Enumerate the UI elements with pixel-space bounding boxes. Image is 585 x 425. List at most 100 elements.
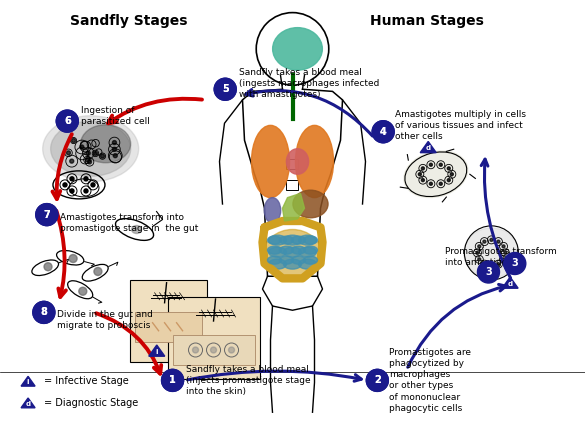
Ellipse shape bbox=[291, 256, 305, 264]
Circle shape bbox=[439, 182, 442, 185]
Circle shape bbox=[490, 238, 493, 241]
Ellipse shape bbox=[304, 246, 318, 254]
Text: Ingestion of
parasitized cell: Ingestion of parasitized cell bbox=[81, 105, 150, 126]
Circle shape bbox=[418, 173, 421, 176]
Text: 5: 5 bbox=[222, 84, 229, 94]
Circle shape bbox=[214, 78, 236, 100]
Ellipse shape bbox=[252, 125, 290, 198]
Circle shape bbox=[161, 369, 184, 391]
Circle shape bbox=[429, 163, 432, 166]
Text: d: d bbox=[26, 401, 30, 407]
Text: d: d bbox=[508, 280, 512, 286]
Circle shape bbox=[94, 151, 98, 156]
Circle shape bbox=[56, 110, 78, 132]
Text: i: i bbox=[156, 348, 158, 354]
Circle shape bbox=[214, 78, 236, 100]
FancyBboxPatch shape bbox=[173, 335, 254, 365]
Ellipse shape bbox=[269, 259, 287, 269]
Circle shape bbox=[33, 301, 55, 323]
Circle shape bbox=[478, 258, 481, 261]
Circle shape bbox=[439, 163, 442, 166]
Polygon shape bbox=[149, 345, 165, 356]
Circle shape bbox=[477, 261, 500, 283]
FancyBboxPatch shape bbox=[130, 280, 207, 362]
Ellipse shape bbox=[273, 28, 322, 70]
Polygon shape bbox=[21, 376, 35, 386]
Text: 7: 7 bbox=[43, 210, 50, 220]
Circle shape bbox=[483, 263, 486, 266]
Ellipse shape bbox=[291, 236, 305, 244]
Circle shape bbox=[211, 347, 216, 353]
Circle shape bbox=[36, 204, 58, 226]
Text: 3: 3 bbox=[511, 258, 518, 269]
Circle shape bbox=[229, 347, 235, 353]
Ellipse shape bbox=[269, 235, 287, 245]
Ellipse shape bbox=[264, 198, 281, 223]
Circle shape bbox=[91, 183, 95, 187]
Text: Promastigotes transform
into amastigotes: Promastigotes transform into amastigotes bbox=[445, 247, 556, 267]
Circle shape bbox=[44, 263, 52, 271]
Ellipse shape bbox=[284, 235, 301, 245]
Circle shape bbox=[161, 369, 184, 391]
Text: 5: 5 bbox=[222, 84, 229, 94]
Text: Sandfly takes a blood meal
(ingests macrophages infected
with amastigotes): Sandfly takes a blood meal (ingests macr… bbox=[239, 68, 379, 99]
Ellipse shape bbox=[293, 190, 328, 218]
Circle shape bbox=[101, 154, 105, 158]
Ellipse shape bbox=[263, 230, 322, 280]
Circle shape bbox=[85, 158, 90, 162]
Polygon shape bbox=[420, 142, 436, 153]
Circle shape bbox=[88, 160, 92, 164]
Ellipse shape bbox=[280, 256, 294, 264]
Text: Sandfly Stages: Sandfly Stages bbox=[70, 14, 187, 28]
Circle shape bbox=[192, 347, 198, 353]
Ellipse shape bbox=[304, 236, 318, 244]
Circle shape bbox=[421, 167, 424, 170]
FancyBboxPatch shape bbox=[285, 180, 298, 190]
Text: d: d bbox=[426, 145, 431, 151]
Ellipse shape bbox=[295, 125, 333, 198]
Circle shape bbox=[366, 369, 388, 391]
Circle shape bbox=[478, 245, 481, 248]
Ellipse shape bbox=[81, 125, 130, 163]
Text: Human Stages: Human Stages bbox=[370, 14, 484, 28]
Circle shape bbox=[504, 252, 526, 275]
Ellipse shape bbox=[43, 116, 139, 182]
Text: 6: 6 bbox=[64, 116, 71, 126]
Circle shape bbox=[497, 240, 500, 243]
Circle shape bbox=[366, 369, 388, 391]
Circle shape bbox=[80, 145, 84, 149]
Polygon shape bbox=[502, 277, 518, 288]
Circle shape bbox=[502, 258, 505, 261]
Circle shape bbox=[86, 151, 90, 155]
FancyBboxPatch shape bbox=[167, 297, 260, 379]
FancyBboxPatch shape bbox=[135, 312, 202, 342]
Polygon shape bbox=[283, 193, 305, 221]
Circle shape bbox=[429, 182, 432, 185]
Ellipse shape bbox=[51, 121, 130, 176]
Ellipse shape bbox=[267, 256, 281, 264]
Circle shape bbox=[450, 173, 453, 176]
Ellipse shape bbox=[280, 246, 294, 254]
Text: = Infective Stage: = Infective Stage bbox=[44, 376, 129, 386]
Ellipse shape bbox=[287, 149, 309, 174]
Ellipse shape bbox=[280, 236, 294, 244]
Text: 6: 6 bbox=[64, 116, 71, 126]
Circle shape bbox=[56, 110, 78, 132]
Text: Amastigotes transform into
promastigote stage in  the gut: Amastigotes transform into promastigote … bbox=[60, 213, 199, 233]
Circle shape bbox=[502, 245, 505, 248]
Circle shape bbox=[63, 183, 67, 187]
Ellipse shape bbox=[284, 259, 301, 269]
Text: 8: 8 bbox=[40, 307, 47, 317]
Ellipse shape bbox=[298, 235, 316, 245]
Text: Promastigotes are
phagocytized by
macrophages
or other types
of mononuclear
phag: Promastigotes are phagocytized by macrop… bbox=[389, 348, 471, 413]
Ellipse shape bbox=[132, 226, 142, 233]
Circle shape bbox=[448, 167, 450, 170]
Text: Amastigotes multiply in cells
of various tissues and infect
other cells: Amastigotes multiply in cells of various… bbox=[395, 110, 526, 141]
Circle shape bbox=[36, 204, 58, 226]
Circle shape bbox=[84, 177, 88, 181]
Circle shape bbox=[33, 301, 55, 323]
Text: Divide in the gut and
migrate to proboscis: Divide in the gut and migrate to probosc… bbox=[57, 309, 153, 330]
Circle shape bbox=[372, 121, 394, 143]
Text: 1: 1 bbox=[169, 375, 176, 385]
Circle shape bbox=[490, 264, 493, 267]
